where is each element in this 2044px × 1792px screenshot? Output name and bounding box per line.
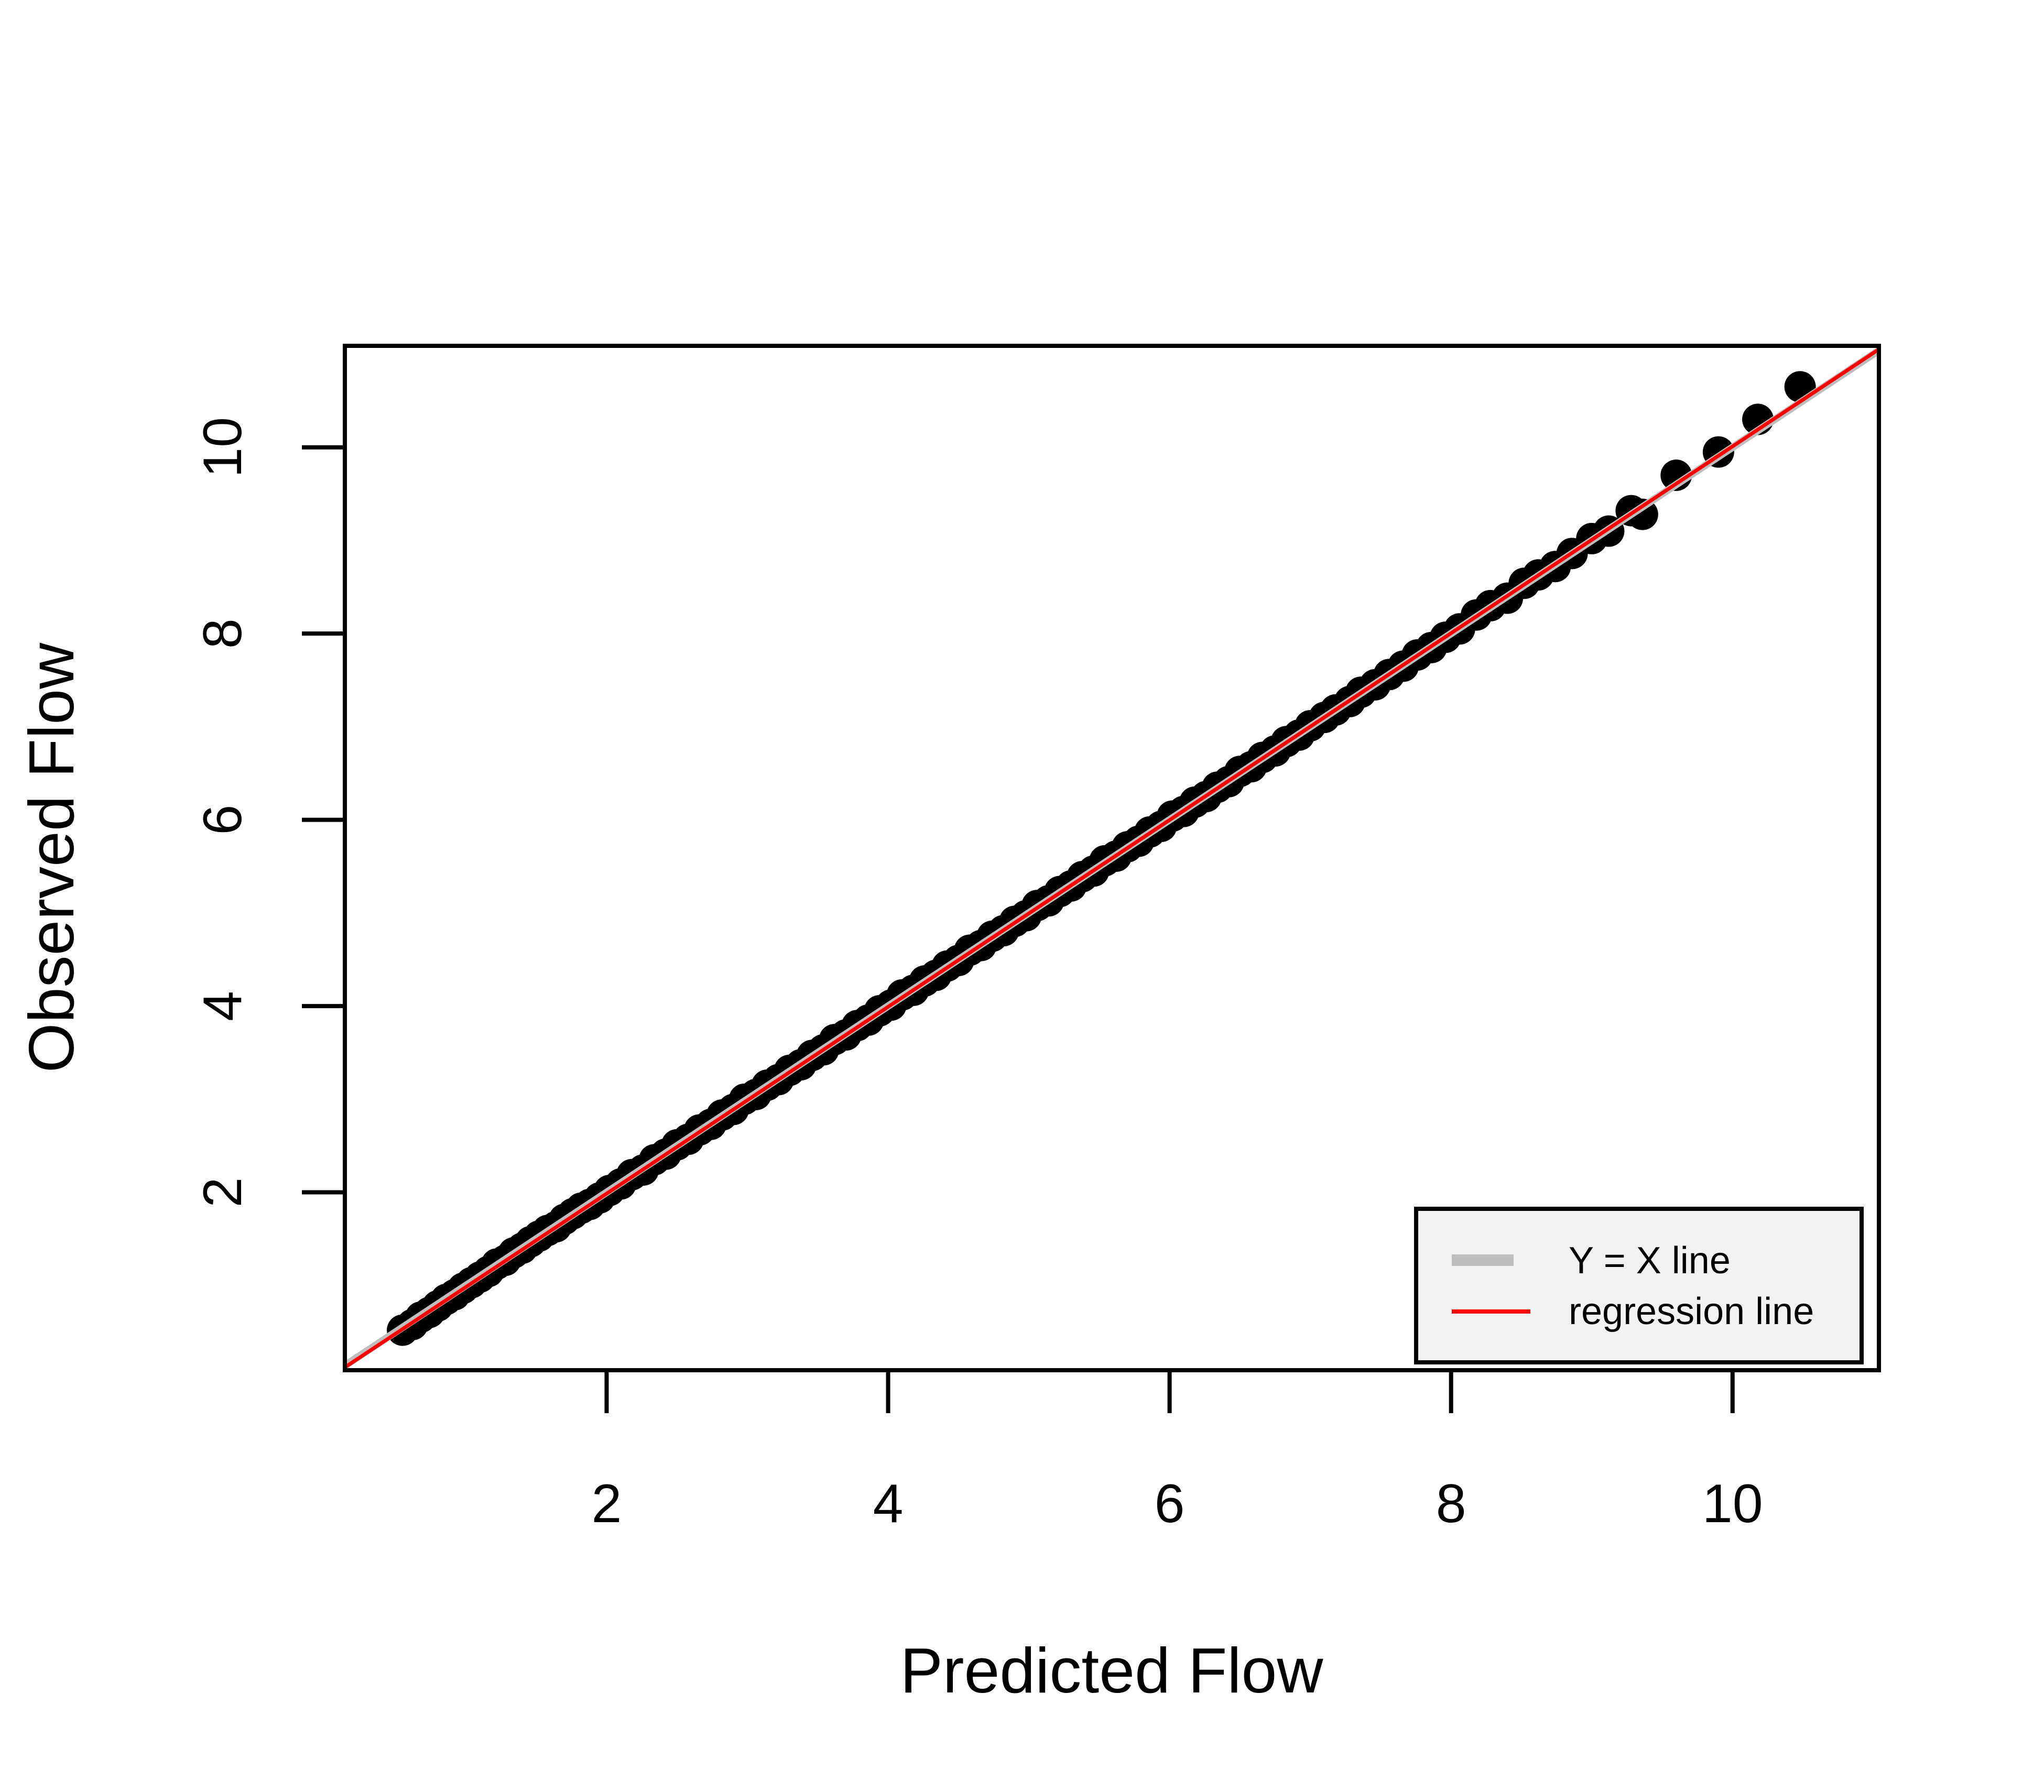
legend-label-regression: regression line	[1569, 1291, 1814, 1332]
x-tick-label: 2	[592, 1473, 622, 1534]
regression-line	[345, 347, 1879, 1370]
x-tick-label: 10	[1702, 1473, 1763, 1534]
y-tick-label: 6	[192, 805, 253, 835]
y-tick-label: 10	[192, 417, 253, 478]
y-axis-label: Observed Flow	[16, 642, 87, 1073]
y-tick-label: 4	[192, 991, 253, 1021]
y-tick-label: 8	[192, 618, 253, 649]
x-tick-label: 8	[1436, 1473, 1466, 1534]
plot-frame	[343, 344, 1881, 1372]
legend-label-y-equals-x: Y = X line	[1569, 1240, 1731, 1282]
y-axis: 2 4 6 8 10	[192, 417, 345, 1208]
y-tick-label: 2	[192, 1177, 253, 1208]
x-tick-label: 6	[1155, 1473, 1185, 1534]
x-tick-label: 4	[873, 1473, 904, 1534]
x-axis-label: Predicted Flow	[900, 1635, 1324, 1706]
x-axis: 2 4 6 8 10	[592, 1370, 1763, 1534]
legend-box	[1414, 1207, 1864, 1364]
legend: Y = X line regression line	[1414, 1207, 1864, 1364]
reference-lines	[345, 346, 1879, 1370]
data-point	[1626, 498, 1658, 530]
